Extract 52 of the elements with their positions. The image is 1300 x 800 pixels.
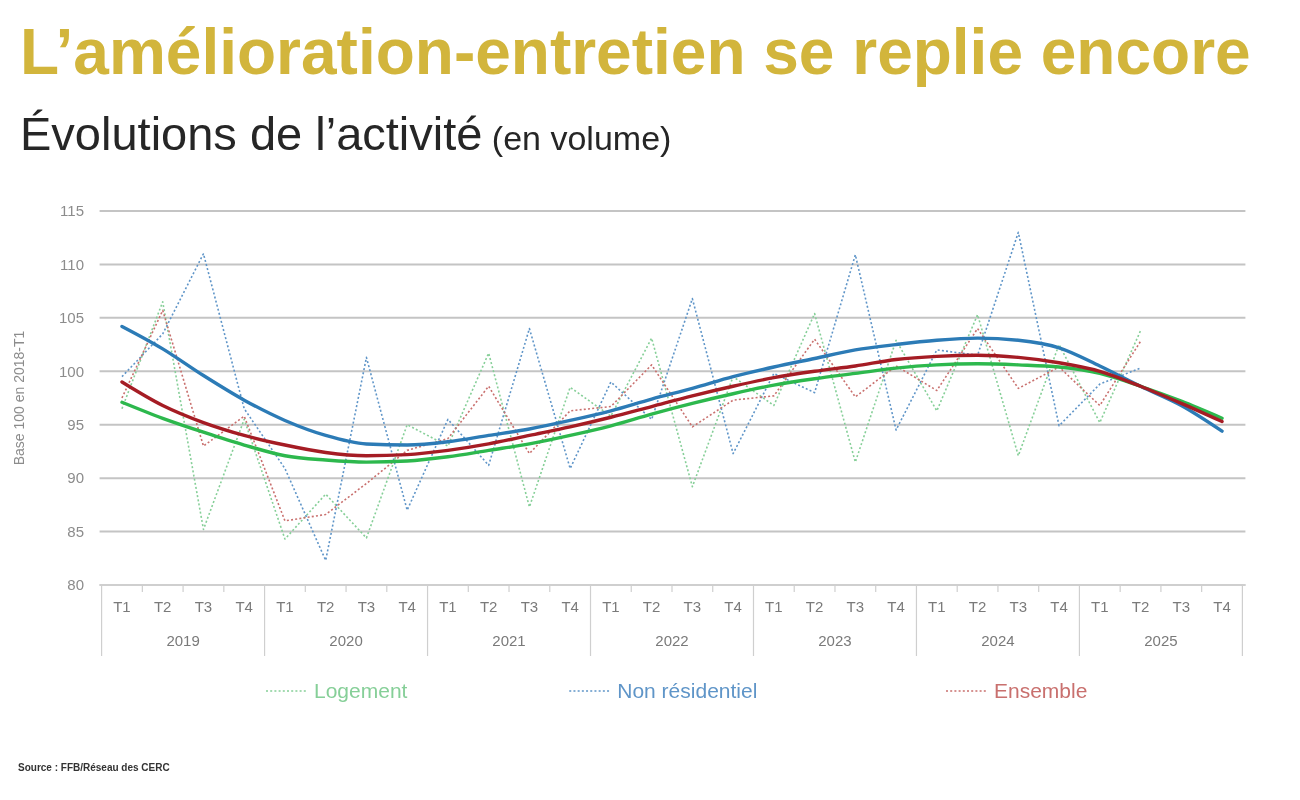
x-tick-label: T3 [1009, 598, 1028, 616]
y-tick-label: 80 [67, 576, 84, 594]
x-tick-label: T1 [1091, 598, 1109, 616]
legend-label: Non résidentiel [617, 679, 758, 703]
text: 2019 [166, 632, 200, 650]
x-tick-label: T1 [765, 598, 783, 616]
x-tick-label: T2 [316, 598, 335, 616]
x-tick-label: T4 [887, 598, 905, 616]
x-tick-label: T3 [683, 598, 702, 616]
x-tick-label: T1 [602, 598, 620, 616]
chart-subtitle: Évolutions de l’activité (en volume) [20, 107, 672, 160]
x-tick-label: T4 [1050, 598, 1068, 616]
text: 2023 [818, 632, 852, 650]
x-tick-label: T1 [113, 598, 131, 616]
x-tick-label: T4 [561, 598, 579, 616]
text: 2024 [981, 632, 1015, 650]
source-note: Source : FFB/Réseau des CERC [18, 762, 170, 773]
y-axis-title: Base 100 en 2018-T1 [11, 330, 27, 466]
y-tick-label: 110 [60, 255, 84, 273]
x-tick-label: T2 [642, 598, 661, 616]
y-tick-label: 85 [67, 522, 84, 540]
chart-title: L’amélioration-entretien se replie encore [20, 16, 1251, 88]
x-tick-label: T1 [276, 598, 294, 616]
x-tick-label: T3 [194, 598, 213, 616]
y-tick-label: 90 [67, 469, 84, 487]
x-tick-label: T3 [846, 598, 865, 616]
x-tick-label: T2 [968, 598, 987, 616]
x-tick-label: T1 [928, 598, 946, 616]
x-tick-label: T1 [439, 598, 457, 616]
y-tick-label: 95 [67, 415, 84, 433]
x-tick-label: T4 [398, 598, 416, 616]
y-tick-label: 115 [60, 202, 84, 220]
x-tick-label: T2 [1131, 598, 1150, 616]
text: 2020 [329, 632, 363, 650]
text: 2022 [655, 632, 689, 650]
x-tick-label: T4 [235, 598, 253, 616]
y-tick-label: 100 [58, 362, 84, 380]
x-tick-label: T4 [1213, 598, 1231, 616]
line-series [120, 324, 1224, 447]
x-tick-label: T2 [805, 598, 824, 616]
x-tick-label: T3 [520, 598, 539, 616]
x-tick-label: T3 [357, 598, 376, 616]
legend-label: Ensemble [994, 679, 1088, 703]
y-tick-label: 105 [58, 309, 84, 327]
text: 2021 [492, 632, 526, 650]
x-tick-label: T2 [479, 598, 498, 616]
legend-label: Logement [314, 679, 408, 703]
line-series [121, 231, 1142, 562]
text: 2025 [1144, 632, 1178, 650]
x-tick-label: T3 [1172, 598, 1191, 616]
x-tick-label: T4 [724, 598, 742, 616]
x-tick-label: T2 [153, 598, 172, 616]
